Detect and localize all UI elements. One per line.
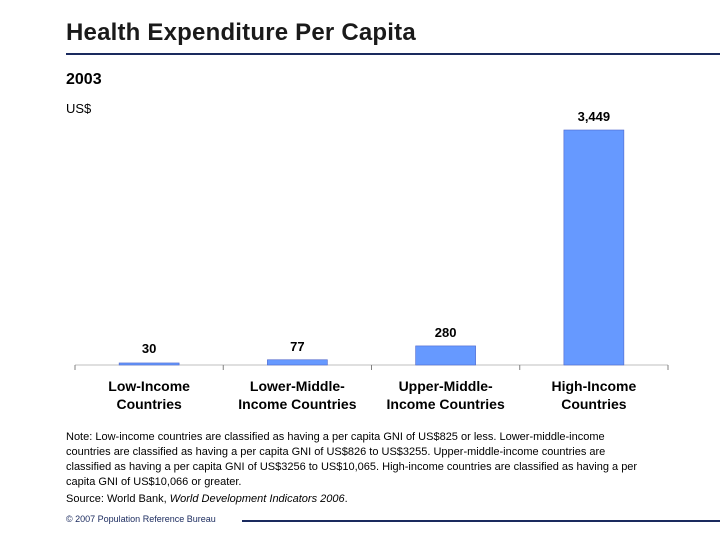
bar-data-label: 3,449 xyxy=(578,109,611,124)
source-publication: World Development Indicators 2006 xyxy=(169,493,345,505)
unit-label: US$ xyxy=(66,101,92,116)
category-label: Income Countries xyxy=(387,396,505,412)
category-label: Countries xyxy=(561,396,627,412)
source-prefix: Source: World Bank, xyxy=(66,493,170,505)
source-suffix: . xyxy=(344,493,348,505)
footer-divider xyxy=(242,520,720,522)
bar xyxy=(118,362,180,366)
bar-data-label: 280 xyxy=(435,325,457,340)
category-label: Low-Income xyxy=(108,378,190,394)
category-label: Lower-Middle- xyxy=(250,378,345,394)
note-text: Note: Low-income countries are classifie… xyxy=(66,431,638,488)
category-label: Income Countries xyxy=(238,396,356,412)
title-divider xyxy=(66,53,720,55)
bar-data-label: 30 xyxy=(142,341,156,356)
bar xyxy=(415,345,476,366)
category-label: High-Income xyxy=(551,378,636,394)
category-label: Upper-Middle- xyxy=(399,378,493,394)
bar-data-label: 77 xyxy=(290,339,304,354)
chart-title: Health Expenditure Per Capita xyxy=(66,19,416,46)
category-label: Countries xyxy=(116,396,182,412)
copyright-footer: © 2007 Population Reference Bureau xyxy=(66,514,216,524)
source-text: Source: World Bank, World Development In… xyxy=(66,493,348,505)
bar-chart: 30 Low-Income Countries 77 Lower-Middle- Inco… xyxy=(74,109,669,412)
bar xyxy=(563,129,625,366)
bar xyxy=(267,359,328,366)
chart-subtitle: 2003 xyxy=(66,71,102,88)
